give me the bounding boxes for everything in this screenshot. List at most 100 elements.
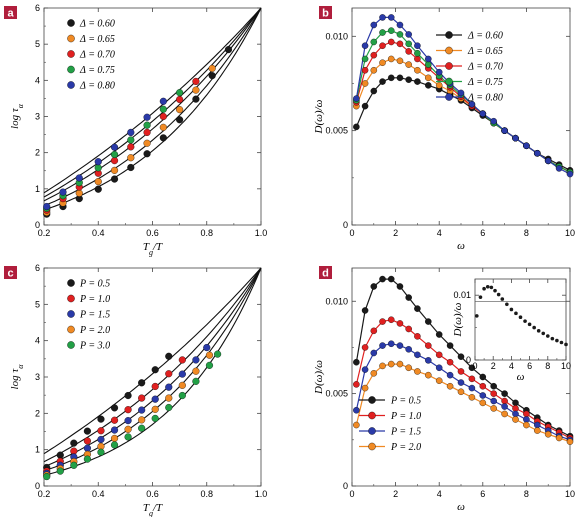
data-point [425, 371, 432, 379]
data-point [523, 416, 530, 423]
data-point [405, 325, 412, 333]
inset-data-point [555, 338, 559, 343]
data-point [353, 381, 360, 388]
data-point [414, 351, 421, 359]
panel-badge [319, 6, 332, 19]
data-point [387, 55, 395, 63]
legend-marker [67, 34, 75, 43]
data-point [479, 399, 487, 407]
y-axis-label: log τα [9, 364, 25, 390]
panel-badge-label: d [322, 268, 329, 280]
legend-marker [67, 294, 75, 303]
data-point [479, 392, 487, 399]
data-point [70, 461, 78, 469]
data-point [178, 356, 186, 364]
data-point [192, 367, 200, 375]
y-tick-label: 0 [343, 220, 348, 230]
y-tick-label: 0 [35, 481, 40, 491]
data-point [94, 164, 102, 172]
x-tick-label: 0.8 [200, 489, 213, 499]
data-point [353, 421, 360, 429]
data-point [379, 318, 386, 325]
data-point [361, 66, 369, 74]
y-tick-label: 5 [35, 299, 40, 309]
series-line [355, 363, 571, 443]
data-point [138, 424, 146, 432]
data-point [361, 344, 369, 351]
data-point [361, 55, 369, 63]
data-point [414, 305, 421, 312]
data-point [479, 382, 487, 390]
x-tick-label: 6 [480, 228, 485, 238]
data-point [138, 394, 146, 402]
data-point [224, 46, 233, 54]
series-line [355, 343, 571, 441]
data-point [396, 21, 404, 29]
data-point [534, 150, 541, 157]
y-tick-label: 0.01 [453, 290, 471, 300]
series-line [355, 278, 571, 437]
x-tick-label: 0.6 [146, 489, 159, 499]
data-point [353, 406, 360, 414]
panel-badge-label: b [322, 8, 329, 20]
y-tick-label: 0 [35, 220, 40, 230]
inset-data-point [489, 285, 494, 290]
data-point [361, 102, 369, 110]
legend-marker [67, 279, 75, 287]
data-point [405, 40, 412, 48]
data-point [110, 404, 119, 412]
inset-data-point [541, 331, 546, 336]
data-point [56, 451, 64, 459]
data-point [501, 390, 508, 397]
data-point [143, 128, 151, 136]
legend-label: Δ = 0.60 [467, 31, 503, 42]
data-point [396, 283, 404, 290]
data-point [512, 416, 519, 423]
data-point [396, 320, 404, 327]
data-point [379, 342, 386, 349]
data-point [205, 361, 214, 369]
data-point [387, 74, 395, 82]
data-point [425, 82, 432, 89]
legend-marker [445, 31, 453, 39]
data-point [468, 364, 476, 372]
y-tick-label: 1 [35, 184, 40, 194]
x-axis-label: Tg/T [143, 502, 163, 517]
x-axis-label: ω [457, 501, 465, 513]
x-tick-label: 0 [349, 228, 354, 238]
data-point [83, 437, 91, 445]
x-tick-label: 0.4 [92, 228, 105, 238]
data-point [387, 27, 395, 34]
legend-marker [67, 325, 75, 334]
y-tick-label: 6 [35, 263, 40, 273]
inset-data-point [482, 286, 486, 291]
data-point [387, 38, 395, 46]
data-point [446, 371, 454, 379]
y-tick-label: 0.010 [325, 31, 348, 41]
data-point [370, 38, 378, 46]
series-line [355, 16, 571, 175]
data-point [396, 360, 404, 368]
x-tick-label: 4 [437, 228, 442, 238]
data-point [370, 66, 378, 74]
data-point [414, 66, 421, 74]
data-point [435, 377, 443, 384]
inset-data-point [518, 315, 523, 320]
y-tick-label: 0 [466, 355, 471, 365]
y-tick-label: 0.005 [325, 389, 348, 399]
data-point [501, 397, 508, 405]
data-point [468, 100, 476, 108]
data-point [446, 382, 454, 390]
data-point [379, 29, 386, 36]
data-point [446, 358, 454, 366]
x-tick-label: 0.2 [38, 228, 51, 238]
data-point [379, 14, 386, 21]
legend-label: P = 0.5 [79, 279, 110, 290]
x-tick-label: 0 [472, 361, 477, 371]
data-point [124, 425, 132, 433]
data-point [490, 397, 497, 405]
y-tick-label: 0 [343, 481, 348, 491]
inset-data-point [485, 284, 490, 289]
data-point [425, 61, 432, 68]
legend-marker [445, 77, 453, 86]
